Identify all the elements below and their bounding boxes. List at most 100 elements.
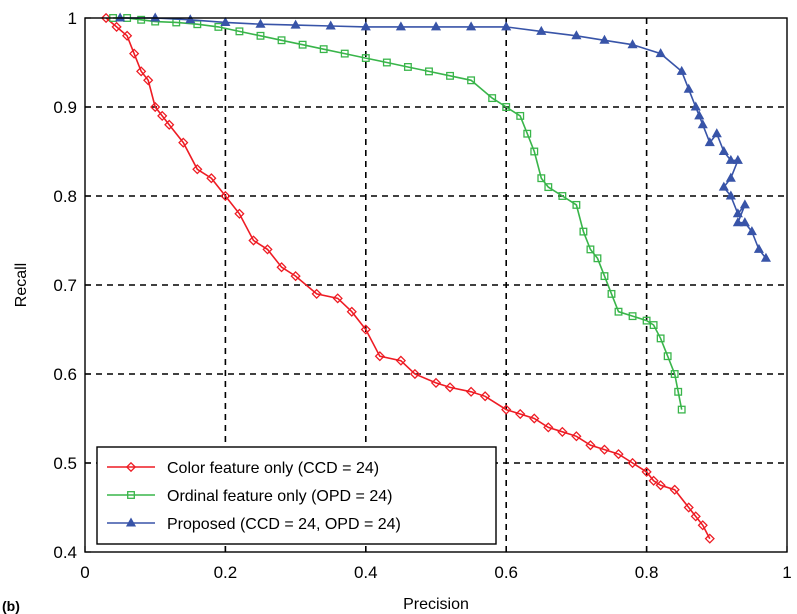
data-point — [571, 431, 582, 442]
data-point — [340, 49, 349, 58]
data-point — [185, 14, 196, 24]
data-point — [480, 391, 491, 402]
data-point — [319, 45, 328, 54]
series-2 — [109, 14, 686, 414]
data-point — [276, 262, 287, 273]
series-line — [105, 17, 711, 540]
data-point — [648, 475, 659, 486]
y-tick-label: 0.9 — [53, 98, 77, 117]
data-point — [669, 484, 680, 495]
data-point — [627, 39, 638, 49]
data-point — [446, 71, 454, 80]
data-point — [122, 30, 133, 41]
data-point — [298, 40, 307, 49]
data-point — [325, 20, 336, 30]
data-point — [262, 244, 273, 255]
data-point — [467, 76, 476, 85]
data-point — [543, 422, 554, 433]
series-3 — [115, 12, 771, 262]
data-point — [206, 173, 217, 184]
y-tick-label: 0.8 — [53, 187, 77, 206]
y-tick-label: 0.4 — [53, 543, 77, 562]
data-point — [346, 306, 357, 317]
x-tick-label: 0.8 — [635, 563, 659, 582]
data-point — [649, 321, 658, 329]
data-point — [579, 227, 588, 236]
data-point — [690, 101, 701, 111]
data-point — [725, 154, 736, 164]
data-point — [501, 21, 512, 31]
y-axis-label: Recall — [13, 263, 30, 307]
data-point — [530, 147, 539, 156]
data-point — [178, 137, 189, 148]
legend-box — [96, 446, 497, 545]
data-point — [430, 377, 442, 389]
data-point — [674, 387, 683, 396]
data-point — [360, 21, 371, 31]
data-point — [683, 83, 694, 93]
data-point — [234, 208, 245, 219]
data-point — [430, 21, 442, 31]
x-tick-label: 1 — [782, 563, 791, 582]
legend-entry: Color feature only (CCD = 24) — [167, 460, 379, 477]
y-tick-label: 0.6 — [53, 365, 77, 384]
data-point — [111, 21, 122, 33]
data-point — [739, 217, 750, 227]
data-point — [277, 36, 286, 45]
data-point — [164, 119, 175, 130]
data-point — [137, 15, 146, 24]
data-point — [599, 34, 610, 44]
data-point — [739, 199, 750, 209]
data-point — [544, 183, 553, 192]
data-point — [694, 110, 705, 120]
data-point — [465, 386, 477, 397]
series-1 — [100, 12, 715, 544]
data-point — [537, 174, 546, 183]
legend: Color feature only (CCD = 24) Ordinal fea… — [96, 446, 497, 545]
data-point — [683, 502, 694, 513]
data-point — [663, 352, 672, 361]
data-point — [656, 334, 665, 343]
data-point — [676, 65, 687, 75]
data-point — [725, 172, 736, 182]
data-point — [627, 457, 638, 469]
data-point — [753, 243, 764, 253]
data-point — [718, 181, 729, 191]
data-point — [248, 235, 259, 246]
legend-marker — [127, 491, 135, 499]
data-point — [655, 480, 666, 491]
data-point — [655, 48, 666, 58]
data-point — [523, 129, 532, 138]
panel-label: (b) — [2, 598, 20, 614]
data-point — [501, 404, 512, 415]
axis-ticks: 0 0.2 0.4 0.6 0.8 1 0.4 0.5 0.6 0.7 0.8 0.9 1 — [53, 9, 791, 582]
data-point — [220, 16, 231, 26]
data-point — [360, 324, 371, 335]
data-point — [382, 58, 391, 67]
data-point — [677, 405, 686, 414]
data-point — [628, 312, 637, 321]
data-point — [593, 254, 602, 263]
data-point — [361, 54, 370, 62]
data-point — [718, 145, 729, 155]
data-point — [670, 370, 679, 378]
data-point — [143, 75, 154, 86]
data-point — [586, 245, 595, 254]
data-point — [760, 252, 771, 262]
data-point — [599, 444, 610, 455]
data-point — [235, 27, 244, 36]
data-point — [488, 94, 497, 103]
legend-marker — [125, 517, 137, 527]
data-point — [290, 19, 301, 29]
data-point — [150, 101, 161, 113]
data-point — [697, 520, 708, 531]
data-point — [557, 426, 568, 437]
data-point — [697, 119, 708, 129]
data-point — [607, 289, 616, 298]
data-point — [571, 30, 582, 40]
data-point — [395, 355, 407, 366]
data-point — [444, 382, 456, 393]
y-tick-label: 0.7 — [53, 276, 77, 295]
data-point — [529, 413, 540, 424]
